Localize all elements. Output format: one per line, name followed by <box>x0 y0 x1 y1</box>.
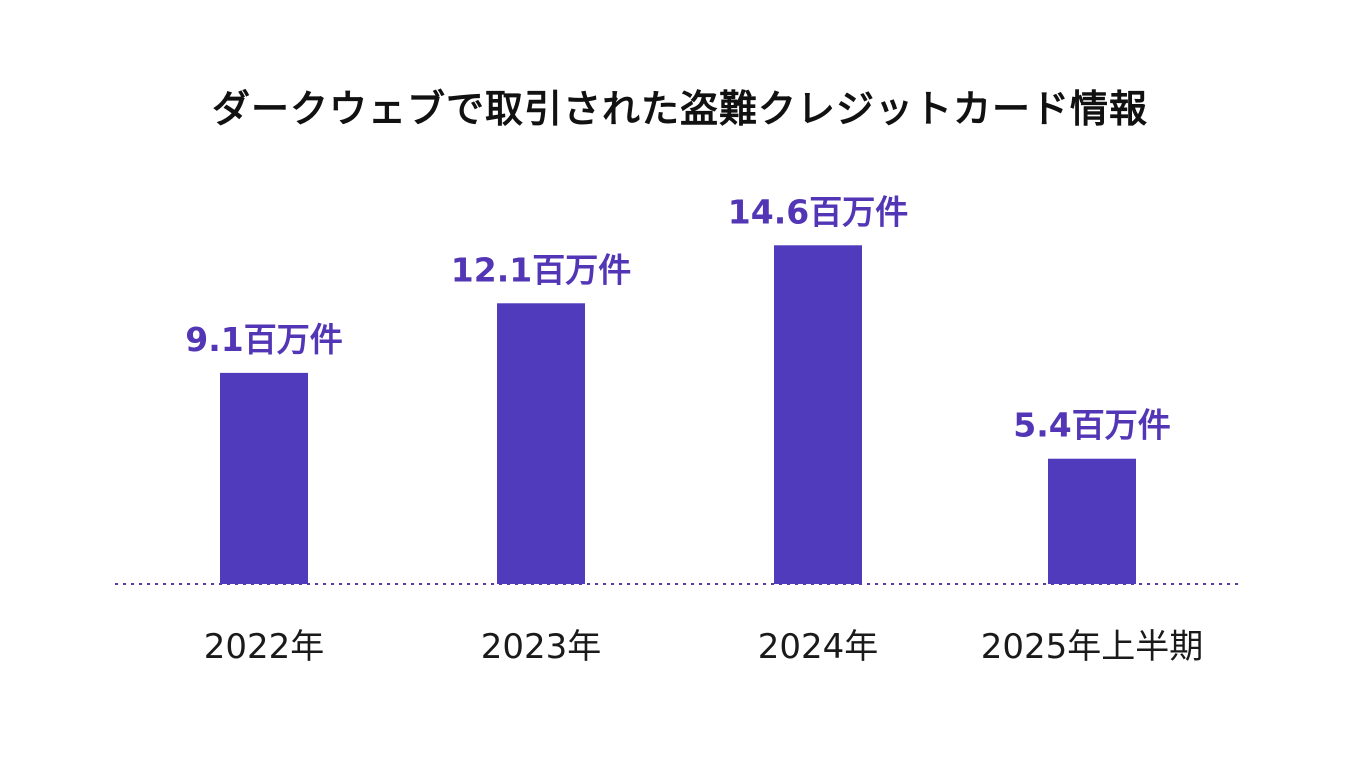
value-label-3: 5.4百万件 <box>1013 406 1170 445</box>
chart-title: ダークウェブで取引された盗難クレジットカード情報 <box>211 87 1148 131</box>
bar-2 <box>774 245 862 584</box>
category-label-2: 2024年 <box>758 627 879 667</box>
value-label-1: 12.1百万件 <box>451 250 631 289</box>
bar-0 <box>220 372 308 584</box>
category-label-3: 2025年上半期 <box>981 627 1204 667</box>
value-label-0: 9.1百万件 <box>185 320 342 359</box>
bar-1 <box>497 303 585 584</box>
category-label-0: 2022年 <box>204 627 325 667</box>
value-label-2: 14.6百万件 <box>728 192 908 231</box>
category-label-1: 2023年 <box>481 627 602 667</box>
bar-3 <box>1048 458 1136 584</box>
